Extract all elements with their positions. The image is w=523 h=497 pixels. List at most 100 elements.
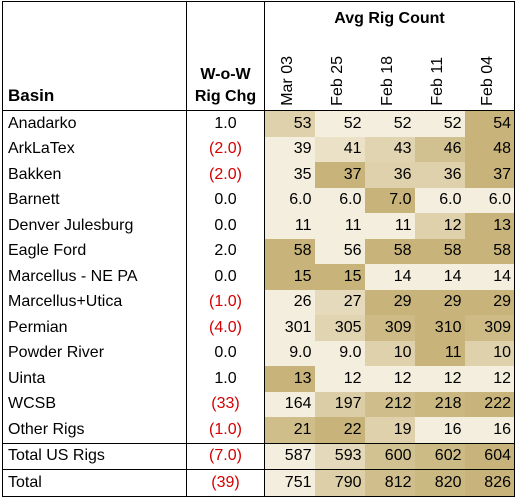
date-header-1: Feb 25 — [315, 36, 365, 111]
rig-count-cell: 41 — [314, 136, 365, 162]
basin-name: Marcellus+Utica — [2, 289, 187, 315]
rig-count-cell: 812 — [364, 469, 415, 497]
rig-count-cell: 600 — [364, 442, 415, 470]
table-body: Avg Rig Count Basin W-o-W Rig Chg Mar 03… — [2, 1, 515, 497]
rig-count-cell: 37 — [464, 162, 515, 188]
date-header-2: Feb 18 — [365, 36, 415, 111]
rig-count-cell: 27 — [314, 289, 365, 315]
rig-count-cell: 11 — [414, 340, 465, 366]
basin-name: Permian — [2, 315, 187, 341]
rig-count-cell: 6.0 — [264, 187, 315, 213]
rig-count-cell: 12 — [464, 366, 515, 392]
total-row: Total (39) 751 790 812 820 826 — [2, 469, 515, 497]
wow-change-value: 0.0 — [186, 213, 265, 239]
date-label: Mar 03 — [279, 56, 296, 106]
wow-change-value: (39) — [186, 469, 265, 497]
wow-change-value: (4.0) — [186, 315, 265, 341]
rig-chg-label: Rig Chg — [194, 88, 257, 105]
rig-count-cell: 46 — [414, 136, 465, 162]
wow-rig-change-header: W-o-W Rig Chg — [186, 36, 265, 111]
rig-count-cell: 6.0 — [464, 187, 515, 213]
rig-count-cell: 6.0 — [414, 187, 465, 213]
wow-change-value: (2.0) — [186, 162, 265, 188]
rig-count-cell: 35 — [264, 162, 315, 188]
basin-row: Marcellus - NE PA 0.0 15 15 14 14 14 — [2, 264, 515, 290]
total-row: Total US Rigs (7.0) 587 593 600 602 604 — [2, 442, 515, 470]
rig-count-cell: 12 — [314, 366, 365, 392]
date-label: Feb 04 — [478, 56, 496, 106]
wow-change-value: (1.0) — [186, 289, 265, 315]
header-row-bottom: Basin W-o-W Rig Chg Mar 03 Feb 25 Feb 18… — [2, 36, 515, 111]
rig-count-cell: 37 — [314, 162, 365, 188]
rig-count-cell: 309 — [464, 315, 515, 341]
rig-count-table: Avg Rig Count Basin W-o-W Rig Chg Mar 03… — [2, 1, 515, 497]
date-header-4: Feb 04 — [464, 36, 515, 111]
basin-row: Denver Julesburg 0.0 11 11 11 12 13 — [2, 213, 515, 239]
rig-count-cell: 43 — [364, 136, 415, 162]
date-header-3: Feb 11 — [415, 36, 465, 111]
basin-name: Uinta — [2, 366, 187, 392]
basin-name: Other Rigs — [2, 417, 187, 443]
rig-count-cell: 13 — [464, 213, 515, 239]
rig-count-cell: 12 — [364, 366, 415, 392]
rig-count-cell: 593 — [314, 442, 365, 470]
rig-count-cell: 9.0 — [264, 340, 315, 366]
rig-count-cell: 751 — [264, 469, 315, 497]
rig-count-cell: 222 — [464, 391, 515, 417]
wow-change-value: (33) — [186, 391, 265, 417]
rig-count-cell: 218 — [414, 391, 465, 417]
basin-row: Uinta 1.0 13 12 12 12 12 — [2, 366, 515, 392]
rig-count-cell: 54 — [464, 110, 515, 137]
basin-row: Marcellus+Utica (1.0) 26 27 29 29 29 — [2, 289, 515, 315]
rig-count-cell: 52 — [414, 110, 465, 137]
basin-row: Permian (4.0) 301 305 309 310 309 — [2, 315, 515, 341]
rig-count-cell: 16 — [414, 417, 465, 443]
rig-count-cell: 11 — [364, 213, 415, 239]
basin-name: Barnett — [2, 187, 187, 213]
basin-name: Eagle Ford — [2, 238, 187, 264]
basin-header-spacer — [2, 1, 187, 36]
rig-count-cell: 13 — [264, 366, 315, 392]
basin-name: Denver Julesburg — [2, 213, 187, 239]
basin-name: Anadarko — [2, 110, 187, 137]
rig-count-cell: 310 — [414, 315, 465, 341]
rig-count-cell: 10 — [464, 340, 515, 366]
rig-count-cell: 602 — [414, 442, 465, 470]
rig-count-cell: 14 — [464, 264, 515, 290]
wow-change-value: (1.0) — [186, 417, 265, 443]
rig-count-cell: 11 — [264, 213, 315, 239]
rig-count-cell: 6.0 — [314, 187, 365, 213]
wow-change-value: 1.0 — [186, 110, 265, 137]
rig-count-cell: 29 — [414, 289, 465, 315]
rig-count-cell: 21 — [264, 417, 315, 443]
rig-count-cell: 12 — [414, 366, 465, 392]
wow-change-value: (7.0) — [186, 442, 265, 470]
rig-count-cell: 58 — [414, 238, 465, 264]
rig-count-cell: 305 — [314, 315, 365, 341]
rig-count-cell: 12 — [414, 213, 465, 239]
rig-count-cell: 790 — [314, 469, 365, 497]
rig-count-cell: 9.0 — [314, 340, 365, 366]
rig-count-cell: 52 — [314, 110, 365, 137]
rig-count-cell: 56 — [314, 238, 365, 264]
date-label: Feb 25 — [328, 56, 346, 106]
wow-change-value: 0.0 — [186, 340, 265, 366]
rig-count-cell: 58 — [364, 238, 415, 264]
rig-count-cell: 58 — [264, 238, 315, 264]
basin-row: WCSB (33) 164 197 212 218 222 — [2, 391, 515, 417]
basin-column-header: Basin — [2, 36, 187, 111]
rig-count-cell: 15 — [264, 264, 315, 290]
rig-count-cell: 36 — [414, 162, 465, 188]
rig-count-cell: 7.0 — [364, 187, 415, 213]
rig-count-cell: 22 — [314, 417, 365, 443]
date-label: Feb 18 — [378, 56, 396, 106]
rig-count-cell: 52 — [364, 110, 415, 137]
rig-count-cell: 587 — [264, 442, 315, 470]
basin-name: Total — [2, 469, 187, 497]
rig-count-cell: 48 — [464, 136, 515, 162]
header-row-top: Avg Rig Count — [2, 1, 515, 36]
rig-count-cell: 164 — [264, 391, 315, 417]
rig-count-cell: 212 — [364, 391, 415, 417]
date-label: Feb 11 — [428, 57, 446, 106]
